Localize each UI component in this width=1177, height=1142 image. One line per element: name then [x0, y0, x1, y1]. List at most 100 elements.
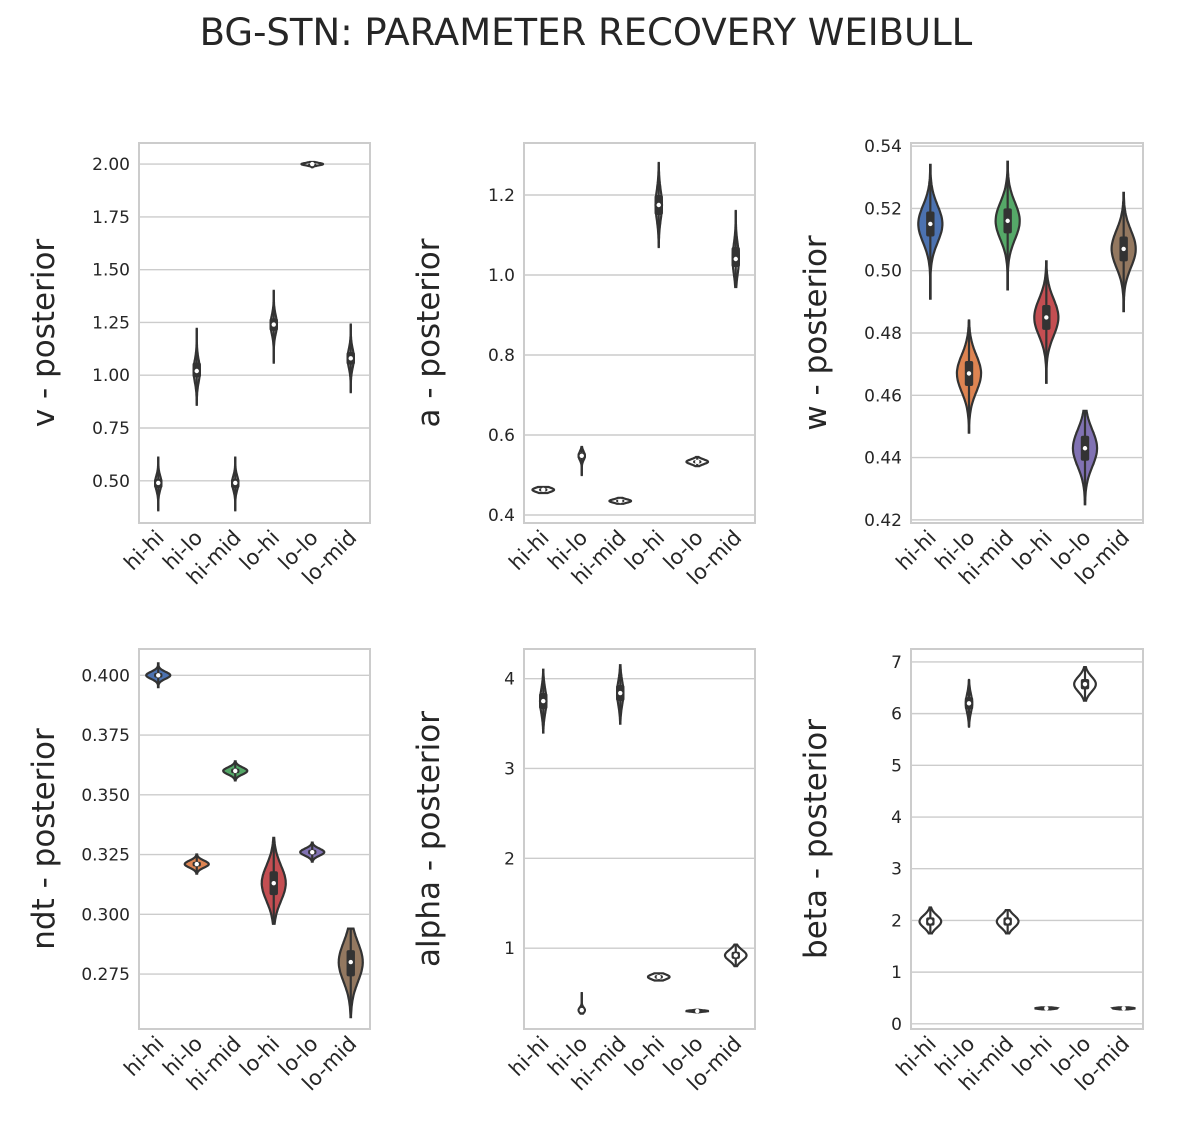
plot-area [524, 143, 755, 523]
axes-frame [910, 142, 1144, 524]
violin-median [928, 221, 933, 227]
y-tick-label: 1.00 [92, 366, 130, 386]
y-tick-label: 0.300 [81, 905, 130, 925]
violin-median [1121, 246, 1126, 252]
y-tick-label: 1 [891, 963, 902, 983]
violin-lo-mid [337, 927, 364, 1019]
violin-hi-lo [955, 319, 983, 434]
y-tick-label: 3 [891, 860, 902, 880]
violin-median [194, 861, 199, 867]
violin-lo-lo [1073, 665, 1097, 702]
violin-hi-lo [183, 853, 210, 875]
violin-median [966, 701, 972, 706]
y-tick-label: 1.75 [92, 208, 130, 228]
y-tick-label: 2 [504, 849, 515, 869]
violin-median [1082, 446, 1088, 451]
plot-area [524, 649, 755, 1029]
violin-hi-mid [615, 664, 625, 725]
y-tick-label: 0.75 [92, 419, 130, 439]
violin-lo-mid [346, 323, 355, 394]
y-tick-label: 3 [504, 759, 515, 779]
violin-lo-hi [1034, 1006, 1060, 1011]
x-tick-label: lo-hi [620, 1032, 669, 1081]
x-tick-label: hi-hi [119, 1032, 168, 1081]
violin-lo-mid [1110, 191, 1137, 313]
axes-frame [910, 648, 1144, 1030]
violin-hi-lo [577, 991, 587, 1015]
violin-median [618, 498, 623, 504]
x-tick-label: lo-hi [235, 526, 284, 575]
violin-lo-hi [646, 972, 671, 982]
axes-frame [523, 142, 756, 524]
violin-lo-hi [654, 161, 664, 249]
y-tick-label: 0 [891, 1015, 902, 1035]
x-tick-label: hi-hi [891, 526, 940, 575]
axes-frame [138, 648, 371, 1030]
y-tick-label: 0.350 [81, 786, 130, 806]
y-tick-label: 1.0 [488, 266, 515, 286]
subplot-grid: 0.500.751.001.251.501.752.00v - posterio… [26, 137, 1144, 1095]
violin-hi-lo [192, 327, 201, 406]
violin-hi-hi [538, 668, 548, 734]
violin-median [579, 1007, 584, 1013]
violin-median [156, 673, 161, 678]
violin-median [1005, 919, 1010, 924]
y-tick-label: 0.275 [81, 965, 130, 985]
violin-hi-mid [994, 160, 1021, 291]
violin-median [233, 480, 238, 486]
y-tick-label: 0.375 [81, 726, 130, 746]
axes-frame [523, 648, 756, 1030]
y-tick-label: 1.50 [92, 261, 130, 281]
violin-hi-mid [995, 908, 1020, 935]
violin-median [271, 322, 276, 327]
violin-median [348, 959, 353, 965]
x-tick-label: lo-hi [1008, 1032, 1057, 1081]
violin-median [156, 480, 161, 486]
x-tick-label: hi-hi [119, 526, 168, 575]
plot-area [139, 143, 370, 523]
violin-median [348, 356, 353, 361]
x-tick-label: lo-hi [235, 1032, 284, 1081]
violin-hi-lo [577, 445, 587, 477]
y-tick-label: 0.325 [81, 846, 130, 866]
plot-area [911, 649, 1143, 1029]
y-tick-label: 4 [504, 670, 515, 690]
violin-hi-hi [918, 906, 943, 935]
y-tick-label: 2.00 [92, 155, 130, 175]
subplot-3: 0.42 0.44 0.46 0.48 0.50 0.52 0.54 w - posterio… [798, 137, 1144, 589]
y-axis-label: w - posterior [798, 235, 834, 431]
y-axis-label: v - posterior [26, 239, 62, 428]
violin-hi-hi [154, 456, 163, 512]
violin-median [928, 919, 933, 924]
y-tick-label: 0.400 [81, 666, 130, 686]
x-tick-label: lo-hi [620, 526, 669, 575]
x-tick-label: hi-hi [504, 1032, 553, 1081]
y-axis-label: beta - posterior [798, 719, 834, 959]
violin-lo-hi [1033, 260, 1060, 384]
y-axis-label: alpha - posterior [411, 711, 447, 967]
violin-median [695, 1008, 700, 1014]
y-tick-label: 0.52 [864, 199, 902, 219]
violin-lo-mid [723, 943, 748, 968]
violin-median [656, 202, 661, 208]
y-tick-label: 0.4 [488, 506, 515, 526]
y-tick-label: 1.2 [488, 186, 515, 206]
violin-lo-lo [685, 1008, 710, 1014]
violin-lo-lo [685, 455, 710, 468]
violin-lo-hi [260, 836, 287, 925]
violin-median [541, 698, 546, 704]
violin-hi-hi [145, 662, 172, 689]
axes-frame [138, 142, 371, 524]
violin-median [310, 849, 315, 855]
y-tick-label: 6 [891, 705, 902, 725]
y-tick-label: 1 [504, 939, 515, 959]
violin-median [541, 487, 546, 492]
x-tick-label: lo-hi [1008, 526, 1057, 575]
y-tick-label: 0.44 [864, 449, 902, 469]
y-tick-label: 0.6 [488, 426, 515, 446]
violin-hi-mid [231, 456, 240, 512]
violin-median [271, 881, 276, 886]
violin-median [1121, 1006, 1126, 1011]
